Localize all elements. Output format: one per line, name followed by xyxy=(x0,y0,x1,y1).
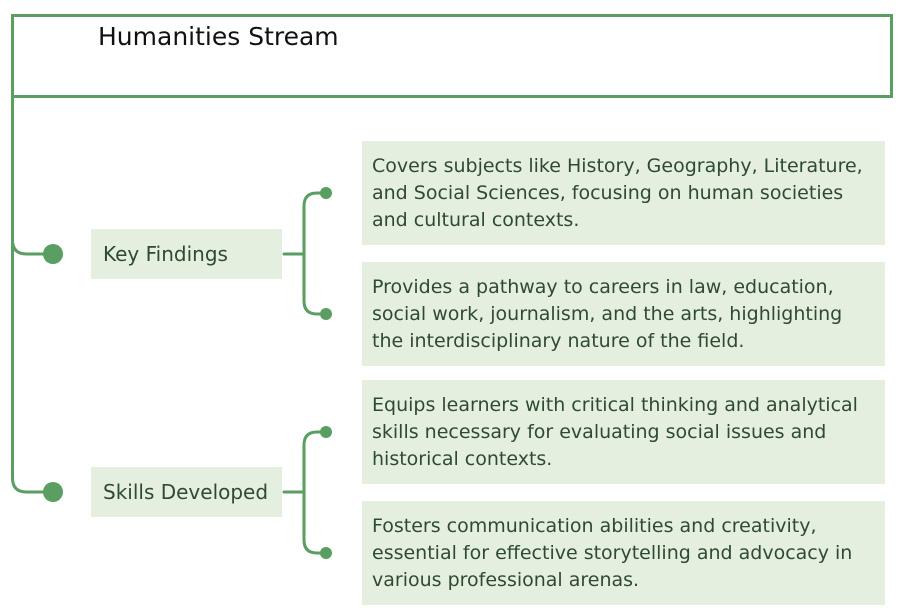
trunk-line xyxy=(11,90,55,494)
diagram-title: Humanities Stream xyxy=(98,22,339,51)
bracket-skills-developed xyxy=(282,430,328,555)
leaf-box: Equips learners with critical thinking a… xyxy=(362,380,885,484)
trunk-branch-key-findings xyxy=(11,238,55,256)
leaf-dot xyxy=(320,426,332,438)
leaf-box: Covers subjects like History, Geography,… xyxy=(362,141,885,245)
node-dot-key-findings xyxy=(43,244,63,264)
leaf-dot xyxy=(320,547,332,559)
leaf-box: Fosters communication abilities and crea… xyxy=(362,501,885,605)
leaf-box: Provides a pathway to careers in law, ed… xyxy=(362,262,885,366)
node-dot-skills-developed xyxy=(43,482,63,502)
branch-key-findings: Key Findings xyxy=(91,229,282,279)
leaf-dot xyxy=(320,187,332,199)
bracket-key-findings xyxy=(282,191,328,316)
branch-skills-developed: Skills Developed xyxy=(91,467,282,517)
leaf-dot xyxy=(320,308,332,320)
title-box xyxy=(11,14,893,98)
